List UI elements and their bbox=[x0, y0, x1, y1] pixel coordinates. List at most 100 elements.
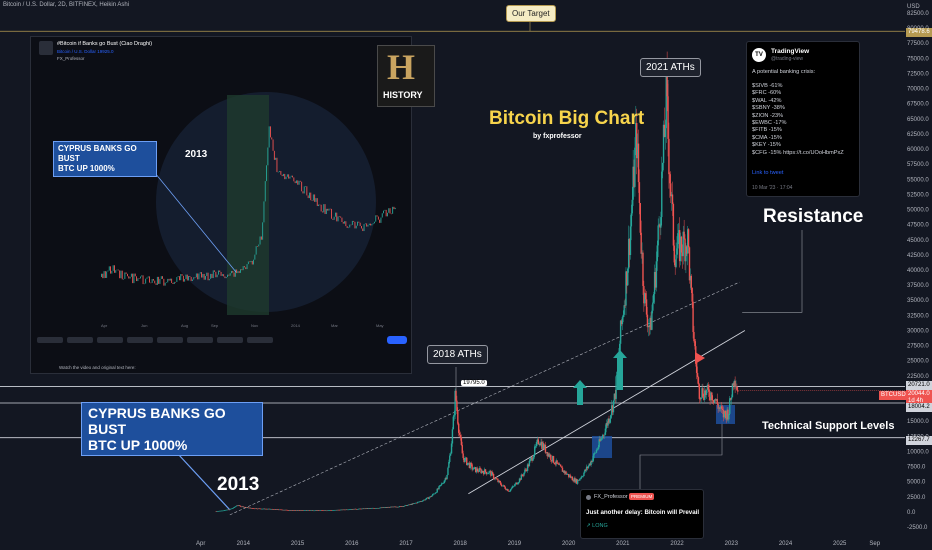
candle-body bbox=[517, 482, 520, 484]
tweet-card[interactable]: TV TradingView @trading-view A potential… bbox=[746, 41, 860, 197]
inset-candle bbox=[104, 271, 106, 278]
candle-body bbox=[401, 506, 404, 507]
candle-body bbox=[531, 457, 533, 461]
candle-body bbox=[638, 182, 641, 204]
candle-body bbox=[393, 506, 395, 508]
candle-body bbox=[512, 486, 514, 487]
tweet-handle: @trading-view bbox=[771, 56, 804, 62]
y-tick-label: 42500.0 bbox=[907, 253, 929, 259]
inset-tag-button[interactable] bbox=[247, 337, 273, 343]
candle-body bbox=[569, 475, 572, 478]
inset-action-button[interactable] bbox=[387, 336, 407, 344]
inset-candle bbox=[289, 176, 291, 179]
ath-2021-callout: 2021 ATHs bbox=[640, 58, 701, 77]
y-tick-label: -2500.0 bbox=[907, 525, 928, 531]
inset-candle bbox=[374, 221, 375, 224]
cyprus-line-1: CYPRUS BANKS GO BUST bbox=[88, 405, 226, 437]
candle-body bbox=[680, 236, 683, 253]
candle-body bbox=[386, 507, 388, 508]
candle-body bbox=[480, 469, 482, 473]
inset-x-tick: Aug bbox=[181, 323, 188, 328]
inset-candle bbox=[147, 276, 149, 278]
candle-body bbox=[343, 509, 345, 511]
inset-footer[interactable]: Watch the video and original text here: bbox=[59, 365, 136, 370]
candle-body bbox=[334, 509, 336, 511]
inset-candle bbox=[264, 181, 266, 202]
candle-body bbox=[357, 508, 360, 510]
candle-body bbox=[443, 480, 446, 484]
inset-candle bbox=[228, 274, 230, 276]
candle-body bbox=[355, 508, 357, 510]
candle-body bbox=[433, 493, 436, 495]
candle-body bbox=[506, 489, 508, 491]
candle-body bbox=[607, 418, 609, 426]
inset-candle bbox=[150, 282, 152, 284]
candle-body bbox=[734, 380, 736, 387]
candle-body bbox=[622, 314, 624, 318]
inset-tag-button[interactable] bbox=[217, 337, 243, 343]
candle-body bbox=[440, 483, 443, 485]
post-card[interactable]: FX_Professor PREMIUM Just another delay:… bbox=[580, 489, 704, 539]
candle-body bbox=[282, 509, 285, 511]
y-tick-label: 72500.0 bbox=[907, 71, 929, 77]
candle-body bbox=[646, 314, 649, 328]
candle-body bbox=[345, 509, 347, 511]
inset-candle bbox=[180, 274, 182, 281]
inset-candle bbox=[182, 275, 184, 282]
candle-body bbox=[551, 455, 554, 462]
candle-body bbox=[394, 506, 396, 508]
inset-candle bbox=[173, 281, 175, 284]
candle-body bbox=[621, 317, 624, 325]
inset-tag-button[interactable] bbox=[67, 337, 93, 343]
candle-body bbox=[422, 500, 424, 502]
candle-body bbox=[293, 510, 295, 511]
y-tick-label: 50000.0 bbox=[907, 208, 929, 214]
candle-body bbox=[299, 510, 302, 512]
candle-body bbox=[283, 509, 285, 511]
inset-candle bbox=[302, 191, 304, 194]
candle-body bbox=[712, 400, 715, 403]
candle-body bbox=[481, 470, 483, 473]
candle-body bbox=[450, 443, 453, 454]
candle-body bbox=[359, 508, 361, 510]
inset-candle bbox=[267, 147, 269, 166]
candle-body bbox=[230, 508, 233, 510]
candle-body bbox=[580, 476, 582, 479]
candle-body bbox=[548, 453, 550, 457]
inset-candle bbox=[363, 224, 365, 232]
candle-body bbox=[217, 511, 219, 512]
inset-candle bbox=[340, 216, 342, 218]
inset-candle bbox=[231, 270, 232, 274]
inset-tag-button[interactable] bbox=[127, 337, 153, 343]
candle-body bbox=[371, 508, 373, 509]
candle-body bbox=[527, 464, 530, 467]
candle-body bbox=[478, 468, 480, 472]
candle-body bbox=[403, 506, 405, 507]
inset-idea[interactable]: #Bitcoin if Banks go Bust (Ciao Draghi) … bbox=[30, 36, 435, 374]
candle-body bbox=[472, 469, 474, 470]
candle-body bbox=[528, 460, 531, 467]
candle-body bbox=[291, 510, 294, 511]
inset-candle bbox=[205, 276, 206, 280]
inset-candle bbox=[292, 175, 293, 178]
candle-body bbox=[610, 405, 613, 416]
candle-body bbox=[261, 508, 263, 510]
candle-body bbox=[635, 122, 637, 148]
tweet-link[interactable]: Link to tweet bbox=[752, 170, 784, 176]
x-tick-label: 2019 bbox=[508, 541, 522, 547]
inset-candle bbox=[237, 271, 239, 274]
inset-candle bbox=[168, 278, 170, 281]
inset-candle bbox=[323, 204, 325, 213]
inset-tag-button[interactable] bbox=[157, 337, 183, 343]
candle-body bbox=[476, 468, 479, 472]
candle-body bbox=[670, 194, 673, 197]
inset-tag-button[interactable] bbox=[97, 337, 123, 343]
y-tick-label: 40000.0 bbox=[907, 268, 929, 274]
candle-body bbox=[542, 443, 544, 449]
inset-candle bbox=[121, 270, 123, 280]
inset-tag-button[interactable] bbox=[187, 337, 213, 343]
inset-tag-button[interactable] bbox=[37, 337, 63, 343]
candle-body bbox=[559, 464, 561, 466]
